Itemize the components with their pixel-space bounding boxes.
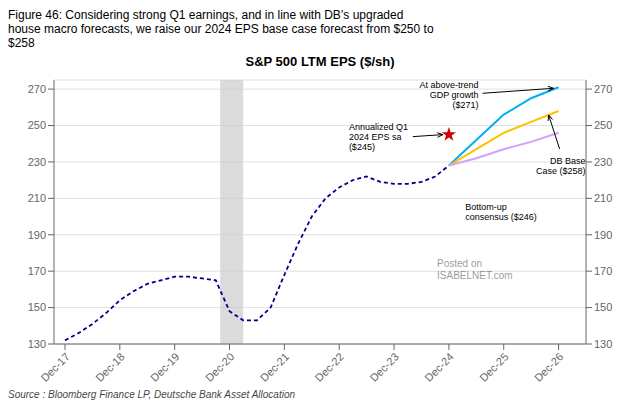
svg-text:270: 270: [28, 83, 46, 95]
svg-text:Dec-19: Dec-19: [148, 350, 182, 384]
svg-text:Dec-23: Dec-23: [367, 350, 401, 384]
svg-text:130: 130: [28, 338, 46, 350]
svg-text:Dec-17: Dec-17: [38, 350, 72, 384]
svg-text:Dec-21: Dec-21: [258, 350, 292, 384]
svg-text:Dec-18: Dec-18: [93, 350, 127, 384]
svg-text:230: 230: [594, 156, 612, 168]
svg-text:190: 190: [28, 229, 46, 241]
svg-text:Bottom-upconsensus ($246): Bottom-upconsensus ($246): [465, 202, 537, 222]
svg-text:170: 170: [28, 265, 46, 277]
svg-text:130: 130: [594, 338, 612, 350]
svg-text:210: 210: [594, 192, 612, 204]
svg-text:Dec-24: Dec-24: [422, 350, 456, 384]
svg-text:150: 150: [28, 301, 46, 313]
svg-text:250: 250: [28, 119, 46, 131]
svg-text:190: 190: [594, 229, 612, 241]
svg-text:210: 210: [28, 192, 46, 204]
svg-text:Annualized Q12024 EPS sa($245): Annualized Q12024 EPS sa($245): [349, 122, 408, 152]
html-text:Figure 46: Considering strong: Figure 46: Considering strong Q1 earning…: [8, 8, 434, 50]
svg-text:At above-trendGDP growth($271): At above-trendGDP growth($271): [420, 80, 479, 110]
svg-text:Dec-22: Dec-22: [313, 350, 347, 384]
svg-text:270: 270: [594, 83, 612, 95]
svg-text:DB BaseCase ($258): DB BaseCase ($258): [536, 156, 586, 176]
svg-text:250: 250: [594, 119, 612, 131]
svg-text:230: 230: [28, 156, 46, 168]
svg-text:170: 170: [594, 265, 612, 277]
html-text:S&P 500 LTM EPS ($/sh): S&P 500 LTM EPS ($/sh): [245, 54, 395, 69]
html-text:Posted on ISABELNET.com: Posted on ISABELNET.com: [437, 258, 513, 282]
svg-text:Dec-26: Dec-26: [532, 350, 566, 384]
html-text:Source : Bloomberg Finance LP,: Source : Bloomberg Finance LP, Deutsche …: [8, 389, 295, 400]
svg-text:150: 150: [594, 301, 612, 313]
svg-text:Dec-20: Dec-20: [203, 350, 237, 384]
svg-text:Dec-25: Dec-25: [477, 350, 511, 384]
